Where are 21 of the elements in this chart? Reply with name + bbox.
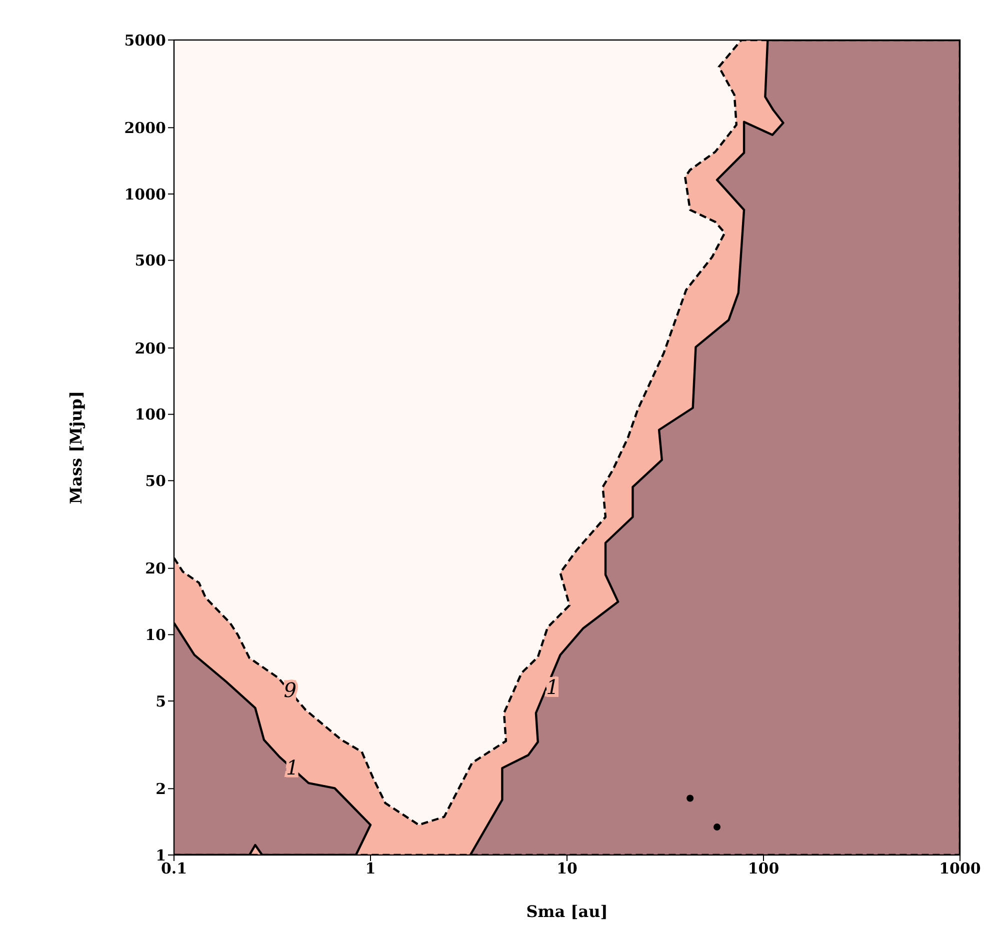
y-tick-label: 5 [156, 692, 166, 710]
y-tick-label: 2000 [124, 119, 166, 138]
y-tick-label: 20 [145, 560, 166, 578]
y-axis-title: Mass [Mjup] [66, 390, 86, 504]
x-tick-label: 10 [556, 860, 578, 878]
y-tick-label: 1000 [124, 185, 166, 204]
annotation: 9 [284, 678, 297, 702]
x-tick-label: 0.1 [160, 860, 188, 878]
y-tick-label: 50 [145, 472, 166, 490]
y-tick-label: 100 [134, 406, 166, 424]
x-tick-label: 1000 [939, 860, 981, 878]
x-axis-title: Sma [au] [526, 902, 608, 921]
x-tick-label: 100 [748, 860, 780, 878]
annotation: 1 [546, 674, 559, 699]
y-tick-label: 10 [145, 626, 166, 644]
x-tick-label: 1 [365, 860, 376, 878]
y-tick-label: 2 [156, 780, 166, 798]
y-tick-label: 5000 [124, 31, 166, 50]
y-tick-label: 500 [134, 252, 166, 270]
y-tick-label: 200 [134, 339, 166, 358]
annotation: 1 [286, 755, 299, 780]
